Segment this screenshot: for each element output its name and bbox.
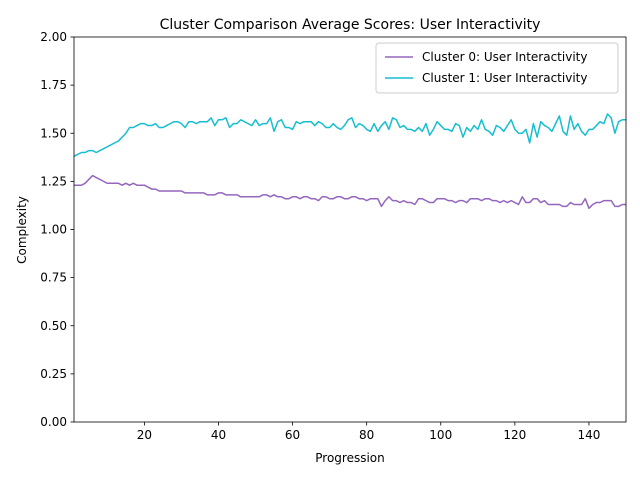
plot-area	[74, 37, 626, 422]
y-tick-label: 0.25	[40, 367, 67, 381]
y-tick-label: 1.00	[40, 223, 67, 237]
series-layer	[73, 113, 626, 210]
x-tick-label: 80	[359, 428, 374, 442]
y-tick-label: 1.25	[40, 174, 67, 188]
legend-label: Cluster 0: User Interactivity	[422, 50, 587, 64]
y-tick-label: 0.75	[40, 271, 67, 285]
y-tick-label: 0.50	[40, 319, 67, 333]
legend: Cluster 0: User Interactivity Cluster 1: …	[375, 42, 619, 94]
legend-label: Cluster 1: User Interactivity	[422, 71, 587, 85]
axes-layer: 20 40 60 80 100 120 140 0.00 0.25 0.50 0.75 1.00 1.2…	[40, 30, 627, 442]
series-line-cluster-0	[74, 174, 626, 210]
x-tick-label: 140	[577, 428, 600, 442]
x-tick-label: 40	[211, 428, 226, 442]
legend-box	[375, 42, 619, 94]
x-tick-label: 100	[429, 428, 452, 442]
x-tick-label: 120	[503, 428, 526, 442]
y-tick-label: 0.00	[40, 415, 67, 429]
y-axis-title: Complexity	[15, 196, 29, 264]
y-tick-label: 1.50	[40, 126, 67, 140]
x-tick-label: 60	[285, 428, 300, 442]
plot-background	[74, 37, 626, 422]
y-tick-label: 1.75	[40, 78, 67, 92]
chart-title: Cluster Comparison Average Scores: User …	[160, 17, 541, 33]
x-axis-title: Progression	[315, 451, 385, 465]
series-line-cluster-1	[73, 113, 626, 158]
x-tick-label: 20	[137, 428, 152, 442]
y-tick-label: 2.00	[40, 30, 67, 44]
